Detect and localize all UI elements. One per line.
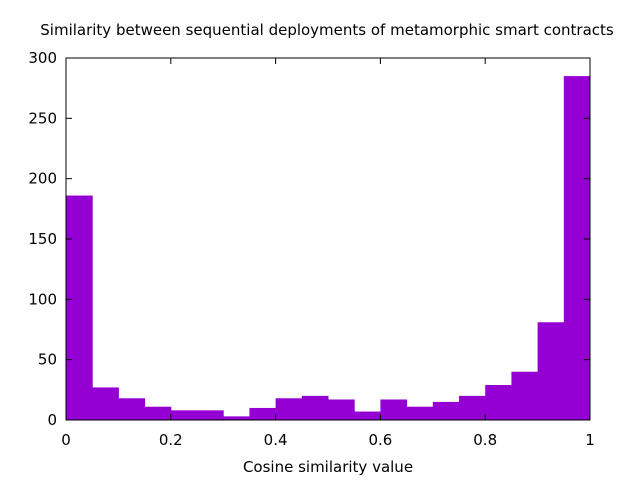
chart-title: Similarity between sequential deployment…: [40, 21, 614, 39]
histogram-bar: [223, 416, 250, 420]
histogram-bar: [432, 401, 460, 420]
histogram-bar: [66, 195, 93, 420]
histogram-bar: [485, 385, 512, 420]
histogram-bar: [144, 406, 172, 420]
histogram-bar: [92, 387, 119, 420]
x-tick-label: 0: [61, 431, 71, 449]
histogram-bar: [511, 371, 539, 420]
histogram-bar: [537, 322, 565, 420]
histogram-bar: [380, 399, 408, 420]
histogram-bar: [118, 398, 146, 420]
histogram-bar: [328, 399, 355, 420]
histogram-bar: [170, 410, 198, 420]
histogram-bar: [459, 395, 486, 420]
x-tick-label: 0.6: [368, 431, 392, 449]
x-tick-label: 0.2: [159, 431, 183, 449]
y-tick-label: 100: [28, 290, 57, 308]
x-tick-label: 0.4: [264, 431, 288, 449]
bars-group: [66, 76, 591, 420]
x-axis-label: Cosine similarity value: [243, 458, 413, 476]
y-tick-label: 50: [38, 351, 57, 369]
histogram-bar: [301, 395, 329, 420]
histogram-bar: [249, 407, 277, 420]
y-tick-label: 200: [28, 170, 57, 188]
ticks-group: 0 50 100 150 200 250 300 0 0.2 0.4 0.6 0.8 1: [28, 49, 594, 449]
y-tick-label: 0: [47, 411, 57, 429]
x-tick-label: 0.8: [473, 431, 497, 449]
histogram-bar: [406, 406, 434, 420]
histogram-bar: [354, 411, 381, 420]
histogram-bar: [563, 76, 591, 420]
plot-frame: [65, 57, 591, 421]
histogram-bar: [275, 398, 303, 420]
y-tick-label: 150: [28, 230, 57, 248]
x-tick-label: 1: [585, 431, 595, 449]
y-tick-label: 300: [28, 49, 57, 67]
y-tick-label: 250: [28, 109, 57, 127]
histogram-bar: [197, 410, 224, 420]
